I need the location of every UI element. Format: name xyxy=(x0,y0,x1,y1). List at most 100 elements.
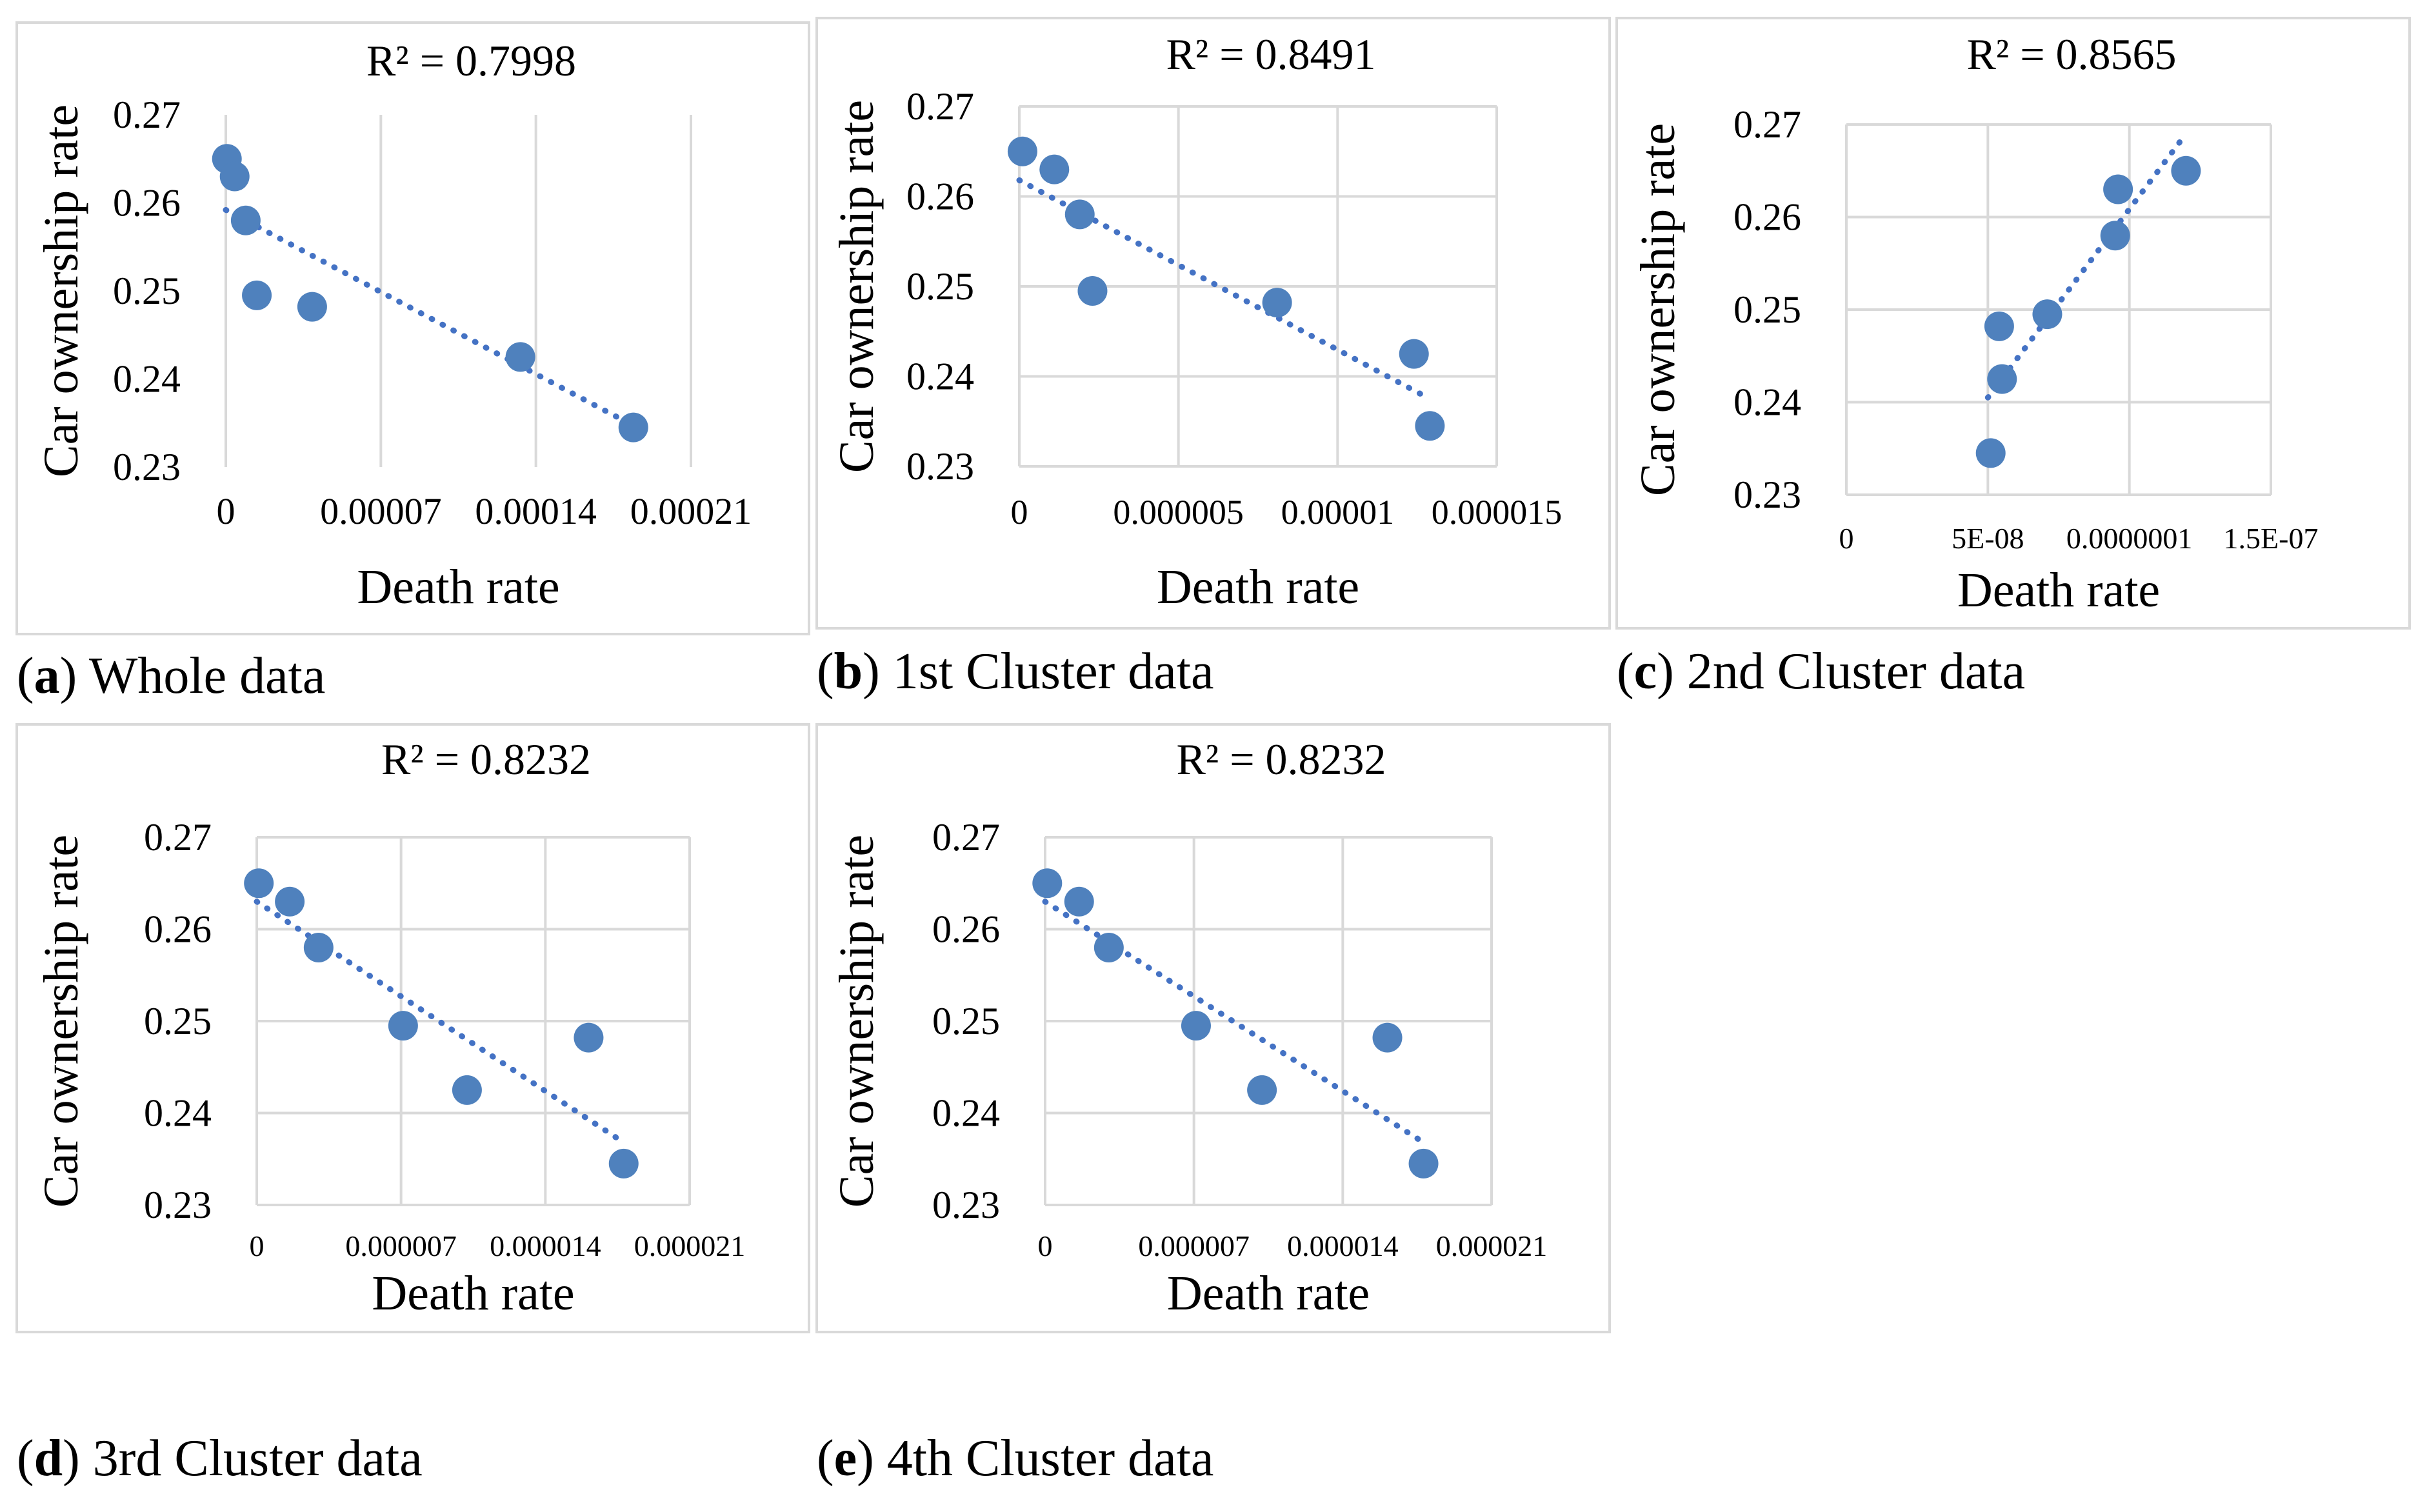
data-point xyxy=(1247,1075,1277,1105)
data-point xyxy=(303,933,334,962)
trendline xyxy=(223,206,637,429)
x-tick-label: 5E-08 xyxy=(1952,522,2024,555)
data-point xyxy=(1181,1011,1211,1041)
x-axis-label: Death rate xyxy=(1957,563,2160,617)
x-tick-label: 0 xyxy=(250,1229,265,1262)
data-point xyxy=(1064,886,1094,917)
y-tick-label: 0.24 xyxy=(932,1092,1000,1135)
data-point xyxy=(1039,154,1070,184)
data-point xyxy=(219,161,250,192)
y-tick-label: 0.26 xyxy=(906,175,974,218)
caption-a: (a) Whole data xyxy=(17,648,326,704)
x-tick-label: 0.00007 xyxy=(320,490,442,532)
data-point xyxy=(452,1075,482,1105)
y-tick-label: 0.25 xyxy=(932,1000,1000,1042)
x-tick-label: 1.5E-07 xyxy=(2224,522,2319,555)
chart-5: 0.23 0.24 0.25 0.26 0.27 0 0.000007 0.000014 0.0… xyxy=(815,723,1611,1333)
y-tick-label: 0.25 xyxy=(144,1000,212,1042)
y-tick-label: 0.27 xyxy=(906,85,974,128)
data-point xyxy=(1032,868,1063,899)
x-tick-label: 0 xyxy=(1839,522,1854,555)
data-point xyxy=(1415,411,1445,441)
x-tick-label: 0.000015 xyxy=(1432,493,1563,532)
x-tick-label: 0.00021 xyxy=(630,490,752,532)
caption-e: (e) 4th Cluster data xyxy=(817,1430,1214,1487)
data-point xyxy=(2032,299,2062,330)
data-point xyxy=(2171,155,2201,186)
chart-title: R² = 0.8565 xyxy=(1966,30,2176,79)
y-tick-label: 0.26 xyxy=(1733,196,1801,239)
x-axis-label: Death rate xyxy=(1167,1266,1370,1320)
data-point xyxy=(1007,136,1037,166)
y-axis-label: Car ownership rate xyxy=(830,100,884,473)
data-point xyxy=(275,886,305,917)
chart-3: 0.23 0.24 0.25 0.26 0.27 0 5E-08 0.0000001 1.5E-… xyxy=(1615,17,2411,630)
data-point xyxy=(388,1011,418,1041)
y-tick-label: 0.23 xyxy=(906,445,974,488)
data-point xyxy=(244,868,274,899)
chart-frame xyxy=(815,17,1611,630)
y-tick-label: 0.26 xyxy=(144,908,212,951)
data-point xyxy=(297,292,327,322)
chart-title: R² = 0.8232 xyxy=(381,735,591,784)
chart-2: 0.23 0.24 0.25 0.26 0.27 0 0.000005 0.00001 0.00… xyxy=(815,17,1611,630)
y-axis-label: Car ownership rate xyxy=(34,104,88,477)
x-tick-label: 0 xyxy=(217,490,235,532)
x-tick-label: 0.00014 xyxy=(475,490,597,532)
data-point xyxy=(230,205,261,235)
chart-title: R² = 0.7998 xyxy=(366,36,576,85)
y-axis-label: Car ownership rate xyxy=(1631,123,1685,496)
data-point xyxy=(242,280,272,310)
x-tick-label: 0.000021 xyxy=(1436,1229,1548,1262)
data-point xyxy=(1399,339,1429,369)
chart-1: 0.23 0.24 0.25 0.26 0.27 0 0.00007 0.00014 0.000… xyxy=(15,21,810,635)
x-tick-label: 0.00001 xyxy=(1281,493,1395,532)
x-tick-label: 0.000021 xyxy=(634,1229,746,1262)
y-tick-label: 0.26 xyxy=(113,182,181,224)
y-tick-label: 0.23 xyxy=(1733,473,1801,516)
x-tick-label: 0.000014 xyxy=(490,1229,601,1262)
data-point xyxy=(574,1022,604,1053)
x-axis-label: Death rate xyxy=(372,1266,574,1320)
trendline xyxy=(1016,177,1433,402)
y-tick-label: 0.23 xyxy=(113,446,181,488)
data-point xyxy=(1262,288,1292,318)
x-axis-label: Death rate xyxy=(1157,560,1359,614)
y-tick-label: 0.25 xyxy=(1733,288,1801,331)
data-point xyxy=(1094,933,1124,962)
data-point xyxy=(1975,438,2006,468)
y-tick-label: 0.25 xyxy=(906,265,974,308)
data-point xyxy=(2100,221,2130,251)
caption-d: (d) 3rd Cluster data xyxy=(17,1430,423,1487)
caption-b: (b) 1st Cluster data xyxy=(817,643,1214,700)
x-tick-label: 0.000014 xyxy=(1287,1229,1399,1262)
data-point xyxy=(1987,364,2017,394)
y-tick-label: 0.25 xyxy=(113,270,181,312)
y-axis-label: Car ownership rate xyxy=(34,835,88,1208)
y-tick-label: 0.23 xyxy=(144,1184,212,1226)
x-tick-label: 0.0000001 xyxy=(2066,522,2193,555)
data-point xyxy=(1408,1148,1439,1179)
y-tick-label: 0.24 xyxy=(113,358,181,401)
y-tick-label: 0.26 xyxy=(932,908,1000,951)
x-tick-label: 0.000005 xyxy=(1113,493,1244,532)
chart-title: R² = 0.8232 xyxy=(1176,735,1386,784)
chart-frame xyxy=(15,21,810,635)
x-tick-label: 0.000007 xyxy=(345,1229,457,1262)
data-point xyxy=(505,342,535,372)
y-tick-label: 0.24 xyxy=(906,355,974,398)
y-tick-label: 0.23 xyxy=(932,1184,1000,1226)
y-tick-label: 0.27 xyxy=(144,816,212,859)
y-tick-label: 0.24 xyxy=(144,1092,212,1135)
chart-frame xyxy=(815,723,1611,1333)
y-tick-label: 0.27 xyxy=(1733,103,1801,146)
chart-title: R² = 0.8491 xyxy=(1166,30,1375,79)
caption-c: (c) 2nd Cluster data xyxy=(1617,643,2026,700)
y-tick-label: 0.27 xyxy=(113,94,181,136)
x-axis-label: Death rate xyxy=(357,560,559,614)
data-point xyxy=(618,412,648,443)
x-tick-label: 0 xyxy=(1011,493,1028,532)
data-point xyxy=(2103,174,2133,204)
